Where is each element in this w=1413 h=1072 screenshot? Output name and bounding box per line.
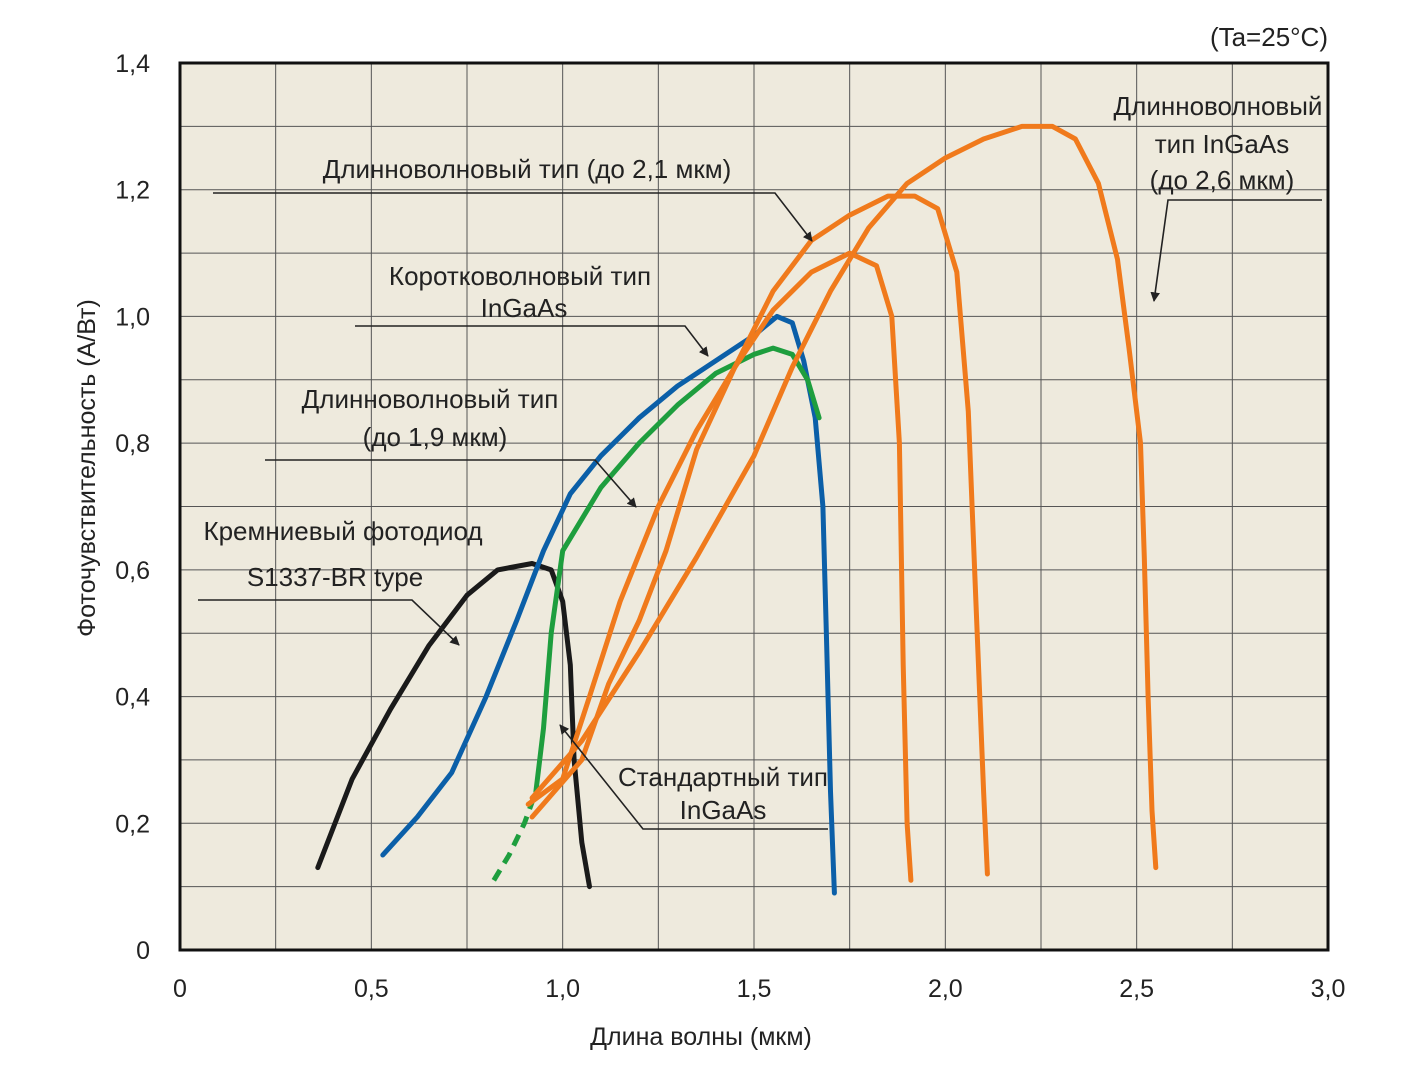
label-long19-line2: (до 1,9 мкм) xyxy=(363,422,508,452)
x-tick-label: 1,5 xyxy=(737,975,772,1003)
label-short-line2: InGaAs xyxy=(481,293,568,323)
grid-lines xyxy=(180,63,1328,950)
x-tick-label: 2,5 xyxy=(1119,975,1154,1003)
y-tick-label: 0 xyxy=(136,937,150,965)
annotation-leaders xyxy=(198,192,1322,830)
series-line-3-dashed xyxy=(491,790,539,882)
data-series xyxy=(315,123,1159,896)
label-long21: Длинноволновый тип (до 2,1 мкм) xyxy=(323,154,732,184)
series-line-6 xyxy=(529,123,1159,871)
series-line-5 xyxy=(529,193,990,877)
label-silicon-line2: S1337-BR type xyxy=(247,562,423,592)
y-tick-label: 0,8 xyxy=(115,430,150,458)
label-standard-line1: Стандартный тип xyxy=(618,762,828,792)
label-long26-line1: Длинноволновый xyxy=(1114,91,1323,121)
x-tick-label: 1,0 xyxy=(545,975,580,1003)
x-axis-title: Длина волны (мкм) xyxy=(590,1023,812,1051)
leader-long26 xyxy=(1150,199,1322,302)
y-tick-label: 1,0 xyxy=(115,303,150,331)
series-line-3 xyxy=(533,345,822,795)
y-tick-label: 1,2 xyxy=(115,177,150,205)
annotations: Кремниевый фотодиод S1337-BR type Коротк… xyxy=(203,91,1322,825)
leader-long19 xyxy=(265,459,637,508)
label-standard-line2: InGaAs xyxy=(680,795,767,825)
condition-label: (Ta=25°C) xyxy=(1210,22,1328,52)
leader-short xyxy=(355,325,709,357)
y-tick-label: 0,4 xyxy=(115,684,150,712)
leader-standard xyxy=(559,724,828,830)
plot-frame xyxy=(178,61,1330,952)
y-axis-title: Фоточувствительность (А/Вт) xyxy=(73,299,101,637)
tick-labels: 0 0,5 1,0 1,5 2,0 2,5 3,0 0 0,2 0,4 0,6 0,8 1,0 1,2 1,… xyxy=(115,50,1345,1003)
series-line-4 xyxy=(525,250,914,883)
y-tick-label: 1,4 xyxy=(115,50,150,78)
label-short-line1: Коротковолновый тип xyxy=(389,261,651,291)
series-line-2 xyxy=(380,313,837,896)
label-silicon-line1: Кремниевый фотодиод xyxy=(203,516,482,546)
label-long19-line1: Длинноволновый тип xyxy=(302,384,559,414)
x-tick-label: 3,0 xyxy=(1311,975,1346,1003)
leader-silicon xyxy=(198,599,460,646)
label-long26-line2: тип InGaAs xyxy=(1155,129,1289,159)
y-tick-label: 0,2 xyxy=(115,810,150,838)
leader-long21 xyxy=(213,192,813,242)
x-tick-label: 0,5 xyxy=(354,975,389,1003)
y-tick-label: 0,6 xyxy=(115,557,150,585)
x-tick-label: 2,0 xyxy=(928,975,963,1003)
label-long26-line3: (до 2,6 мкм) xyxy=(1150,165,1295,195)
x-tick-label: 0 xyxy=(173,975,187,1003)
series-line-1 xyxy=(315,561,592,890)
